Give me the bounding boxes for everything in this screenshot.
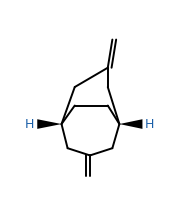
Polygon shape [37, 119, 62, 129]
Text: H: H [145, 117, 155, 131]
Text: H: H [25, 117, 35, 131]
Polygon shape [119, 119, 143, 129]
